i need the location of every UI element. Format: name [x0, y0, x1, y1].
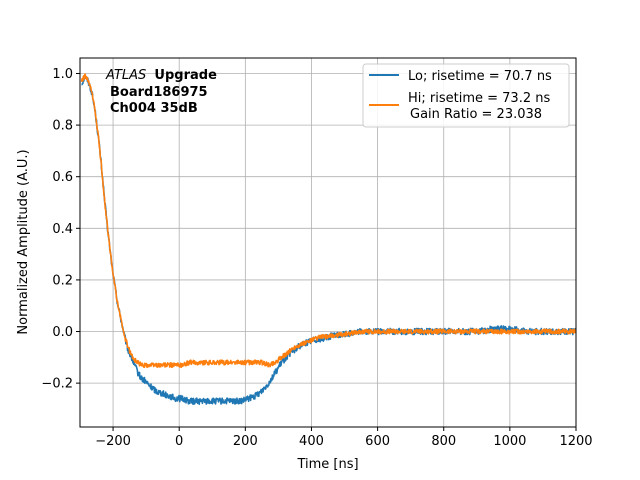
- x-tick-label: 200: [233, 434, 258, 449]
- x-tick-label: 800: [431, 434, 456, 449]
- channel-label: Ch004 35dB: [110, 101, 198, 116]
- svg-text:ATLAS Upgrade: ATLAS Upgrade: [105, 68, 217, 83]
- x-axis-label: Time [ns]: [296, 457, 358, 472]
- y-tick-label: 1.0: [52, 67, 73, 82]
- x-tick-label: 1000: [493, 434, 526, 449]
- series-layer: [80, 73, 577, 406]
- legend-label-gain-ratio: Gain Ratio = 23.038: [410, 107, 542, 122]
- y-ticks: −0.2 0.0 0.2 0.4 0.6 0.8 1.0: [41, 67, 80, 392]
- legend-box: [362, 63, 570, 128]
- board-label: Board186975: [110, 85, 208, 100]
- x-tick-label: −200: [95, 434, 131, 449]
- y-tick-label: 0.6: [52, 170, 73, 185]
- x-tick-label: 0: [175, 434, 183, 449]
- legend-label-hi: Hi; risetime = 73.2 ns: [408, 91, 550, 106]
- y-tick-label: 0.4: [52, 222, 73, 237]
- y-tick-label: 0.2: [52, 273, 73, 288]
- x-tick-label: 400: [299, 434, 324, 449]
- x-ticks: −200 0 200 400 600 800 1000 1200: [95, 427, 593, 449]
- atlas-label: ATLAS: [105, 68, 146, 83]
- plot-frame: [79, 57, 577, 428]
- y-tick-label: −0.2: [41, 377, 73, 392]
- y-tick-label: 0.8: [52, 119, 73, 134]
- legend: Lo; risetime = 70.7 ns Hi; risetime = 73…: [362, 63, 570, 128]
- upgrade-label: Upgrade: [154, 68, 217, 83]
- atlas-annotation: ATLAS Upgrade Board186975 Ch004 35dB: [105, 68, 217, 116]
- legend-label-lo: Lo; risetime = 70.7 ns: [408, 69, 552, 84]
- y-tick-label: 0.0: [52, 325, 73, 340]
- y-axis-label: Normalized Amplitude (A.U.): [16, 149, 31, 334]
- x-tick-label: 600: [365, 434, 390, 449]
- series-hi-line: [80, 73, 577, 369]
- x-tick-label: 1200: [559, 434, 592, 449]
